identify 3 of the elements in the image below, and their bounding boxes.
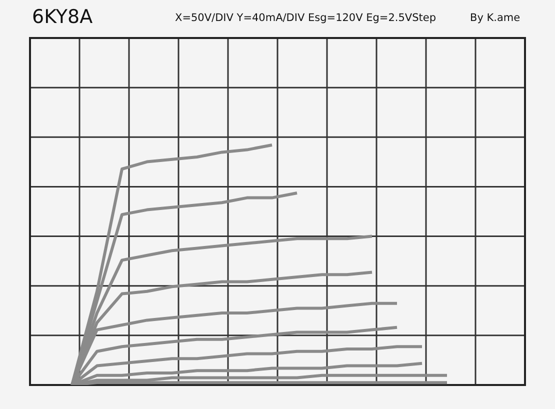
chart-title: 6KY8A [32,6,93,28]
chart-subtitle: X=50V/DIV Y=40mA/DIV Esg=120V Eg=2.5VStep [175,12,436,24]
text: By K.ame [470,12,520,24]
